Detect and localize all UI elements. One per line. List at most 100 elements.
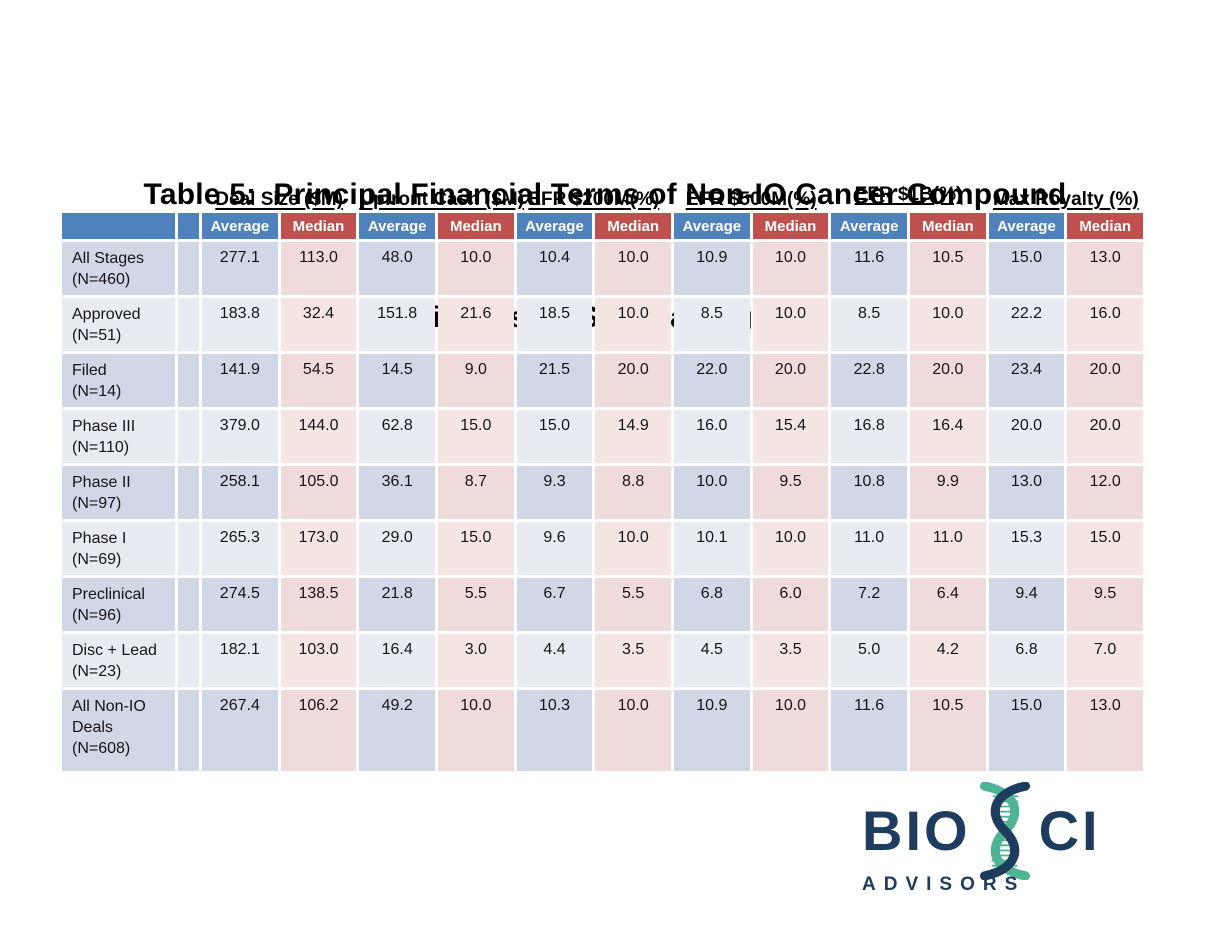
value-cell: 6.8 <box>673 578 750 631</box>
value-cell: 13.0 <box>1067 242 1143 295</box>
value-cell: 265.3 <box>202 522 278 575</box>
value-cell: 5.5 <box>595 578 671 631</box>
row-label: Preclinical (N=96) <box>62 578 175 631</box>
column-header-average: Average <box>202 213 278 239</box>
column-group-row: Deal Size ($M) Upfront Cash ($M) EFR $200M… <box>62 184 1143 212</box>
value-cell: 20.0 <box>1067 354 1143 407</box>
value-cell: 138.5 <box>280 578 357 631</box>
column-header-median: Median <box>280 213 357 239</box>
row-label: All Non-IO Deals (N=608) <box>62 690 175 771</box>
value-cell: 11.6 <box>831 242 907 295</box>
value-cell: 6.4 <box>909 578 986 631</box>
value-cell: 113.0 <box>280 242 357 295</box>
value-cell: 258.1 <box>202 466 278 519</box>
value-cell: 20.0 <box>909 354 986 407</box>
spacer-cell <box>178 578 199 631</box>
value-cell: 15.0 <box>988 690 1065 771</box>
value-cell: 3.0 <box>437 634 514 687</box>
column-header-median: Median <box>1067 213 1143 239</box>
value-cell: 10.1 <box>673 522 750 575</box>
value-cell: 9.5 <box>1067 578 1143 631</box>
value-cell: 6.8 <box>988 634 1065 687</box>
value-cell: 106.2 <box>280 690 357 771</box>
group-header: EFR $500M(%) <box>685 189 817 210</box>
group-header: EFR $1B(%) <box>854 184 963 205</box>
row-label: Phase I (N=69) <box>62 522 175 575</box>
value-cell: 10.0 <box>437 242 514 295</box>
group-header: EFR $200M(%) <box>528 189 660 210</box>
row-label: Phase II (N=97) <box>62 466 175 519</box>
value-cell: 13.0 <box>1067 690 1143 771</box>
spacer-cell <box>178 242 199 295</box>
value-cell: 11.6 <box>831 690 907 771</box>
spacer-cell <box>178 410 199 463</box>
value-cell: 10.0 <box>595 690 671 771</box>
value-cell: 49.2 <box>359 690 435 771</box>
value-cell: 10.0 <box>752 522 829 575</box>
value-cell: 183.8 <box>202 298 278 351</box>
value-cell: 9.6 <box>516 522 593 575</box>
value-cell: 10.5 <box>909 242 986 295</box>
value-cell: 18.5 <box>516 298 593 351</box>
value-cell: 10.0 <box>673 466 750 519</box>
column-header-average: Average <box>673 213 750 239</box>
value-cell: 16.0 <box>1067 298 1143 351</box>
table-row: Phase II (N=97) 258.1 105.0 36.1 8.7 9.3 8.8 10… <box>62 466 1143 519</box>
value-cell: 10.0 <box>909 298 986 351</box>
value-cell: 103.0 <box>280 634 357 687</box>
value-cell: 36.1 <box>359 466 435 519</box>
row-label: Filed (N=14) <box>62 354 175 407</box>
value-cell: 277.1 <box>202 242 278 295</box>
spacer-cell <box>178 522 199 575</box>
value-cell: 8.8 <box>595 466 671 519</box>
value-cell: 8.7 <box>437 466 514 519</box>
value-cell: 15.4 <box>752 410 829 463</box>
row-label: Disc + Lead (N=23) <box>62 634 175 687</box>
value-cell: 14.5 <box>359 354 435 407</box>
value-cell: 8.5 <box>831 298 907 351</box>
value-cell: 7.2 <box>831 578 907 631</box>
value-cell: 16.8 <box>831 410 907 463</box>
column-header-median: Median <box>595 213 671 239</box>
column-header-average: Average <box>359 213 435 239</box>
spacer-cell <box>178 298 199 351</box>
value-cell: 10.0 <box>752 690 829 771</box>
table-row: Disc + Lead (N=23) 182.1 103.0 16.4 3.0 4.4 3.… <box>62 634 1143 687</box>
value-cell: 14.9 <box>595 410 671 463</box>
group-header: Deal Size ($M) <box>215 189 344 210</box>
value-cell: 20.0 <box>595 354 671 407</box>
table-row: Preclinical (N=96) 274.5 138.5 21.8 5.5 6.7 5.… <box>62 578 1143 631</box>
spacer-cell <box>178 690 199 771</box>
value-cell: 20.0 <box>988 410 1065 463</box>
value-cell: 22.0 <box>673 354 750 407</box>
value-cell: 16.4 <box>909 410 986 463</box>
dna-helix-icon <box>979 782 1030 880</box>
value-cell: 32.4 <box>280 298 357 351</box>
value-cell: 6.0 <box>752 578 829 631</box>
group-header: Max Royalty (%) <box>992 189 1139 210</box>
value-cell: 13.0 <box>988 466 1065 519</box>
value-cell: 9.9 <box>909 466 986 519</box>
value-cell: 7.0 <box>1067 634 1143 687</box>
value-cell: 15.0 <box>988 242 1065 295</box>
value-cell: 22.8 <box>831 354 907 407</box>
value-cell: 8.5 <box>673 298 750 351</box>
value-cell: 16.0 <box>673 410 750 463</box>
value-cell: 48.0 <box>359 242 435 295</box>
column-header-median: Median <box>752 213 829 239</box>
value-cell: 15.0 <box>1067 522 1143 575</box>
value-cell: 379.0 <box>202 410 278 463</box>
value-cell: 4.5 <box>673 634 750 687</box>
value-cell: 151.8 <box>359 298 435 351</box>
slide-title-line1: Table 5: Principal Financial Terms of No… <box>143 178 1067 211</box>
value-cell: 9.0 <box>437 354 514 407</box>
column-header-average: Average <box>988 213 1065 239</box>
logo-wordmark: BIO CI <box>862 782 1142 880</box>
value-cell: 23.4 <box>988 354 1065 407</box>
financial-table: Deal Size ($M) Upfront Cash ($M) EFR $200M… <box>62 184 1143 774</box>
value-cell: 267.4 <box>202 690 278 771</box>
value-cell: 15.0 <box>437 410 514 463</box>
logo-text-bio: BIO <box>862 799 971 862</box>
biosci-advisors-logo: BIO CI <box>862 782 1142 896</box>
column-header-median: Median <box>909 213 986 239</box>
